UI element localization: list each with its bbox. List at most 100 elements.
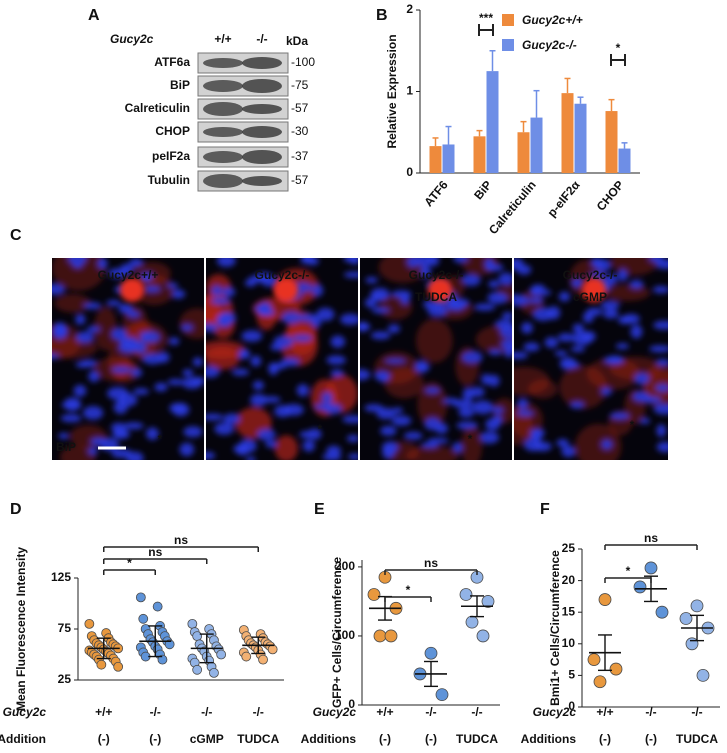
y-tick-label: 2 bbox=[406, 2, 413, 16]
nucleus bbox=[376, 407, 396, 420]
nucleus bbox=[343, 271, 358, 279]
nucleus bbox=[167, 378, 185, 386]
gene-label: Gucy2c bbox=[110, 32, 154, 46]
nucleus bbox=[547, 306, 561, 320]
nucleus bbox=[311, 284, 324, 297]
nucleus bbox=[516, 409, 535, 417]
nucleus bbox=[531, 284, 546, 293]
nucleus bbox=[126, 310, 141, 319]
legend-swatch bbox=[502, 14, 514, 26]
red-stain bbox=[94, 306, 117, 351]
data-point bbox=[209, 667, 219, 678]
data-point bbox=[696, 669, 710, 682]
red-stain bbox=[281, 324, 318, 367]
nucleus bbox=[365, 276, 378, 284]
nucleus bbox=[387, 324, 401, 334]
nucleus bbox=[630, 324, 643, 339]
genotype-label: -/- bbox=[150, 705, 161, 719]
nucleus bbox=[427, 258, 440, 267]
nucleus bbox=[504, 344, 512, 358]
red-stain bbox=[574, 423, 622, 460]
nucleus bbox=[656, 424, 667, 437]
nucleus bbox=[280, 357, 300, 367]
nucleus bbox=[241, 330, 263, 342]
nucleus bbox=[639, 417, 651, 425]
data-point bbox=[96, 659, 107, 670]
bar bbox=[473, 136, 486, 173]
red-stain bbox=[586, 357, 641, 390]
y-tick-label: 10 bbox=[562, 636, 576, 650]
red-stain bbox=[274, 278, 298, 302]
nucleus bbox=[256, 428, 276, 441]
red-stain bbox=[604, 284, 651, 302]
nucleus bbox=[649, 345, 668, 353]
nucleus bbox=[570, 277, 585, 289]
nucleus bbox=[223, 413, 241, 425]
nucleus bbox=[171, 289, 186, 299]
genotype-label: -/- bbox=[253, 705, 264, 719]
legend-label: Gucy2c+/+ bbox=[522, 13, 583, 27]
nucleus bbox=[456, 421, 479, 430]
stain-label: BiP bbox=[56, 440, 76, 454]
image-label: Gucy2c-/- bbox=[255, 268, 310, 282]
nucleus bbox=[605, 273, 618, 286]
nucleus bbox=[273, 335, 294, 348]
data-point bbox=[152, 601, 163, 612]
nucleus bbox=[316, 307, 335, 322]
nucleus bbox=[514, 300, 530, 307]
bar bbox=[486, 71, 499, 173]
red-stain bbox=[428, 278, 452, 302]
marker-label: -37 bbox=[291, 149, 309, 163]
nucleus bbox=[106, 386, 129, 400]
genotype-label: +/+ bbox=[596, 705, 613, 719]
nucleus bbox=[492, 406, 505, 415]
data-point bbox=[685, 637, 699, 651]
significance-label: * bbox=[406, 583, 411, 597]
nucleus bbox=[239, 439, 257, 453]
red-stain bbox=[417, 381, 448, 428]
nucleus bbox=[622, 313, 640, 324]
nucleus bbox=[461, 273, 481, 287]
data-point bbox=[435, 688, 449, 702]
red-stain bbox=[415, 318, 453, 363]
nucleus bbox=[314, 403, 333, 411]
nucleus bbox=[653, 402, 668, 415]
addition-label: (-) bbox=[149, 732, 161, 746]
nucleus bbox=[452, 442, 464, 454]
nucleus bbox=[629, 279, 644, 290]
blot-band bbox=[242, 150, 282, 164]
x-tick-label: BiP bbox=[471, 178, 495, 202]
nucleus bbox=[360, 369, 371, 381]
data-point bbox=[609, 662, 623, 676]
addition-label: cGMP bbox=[190, 732, 224, 746]
y-tick-label: 0 bbox=[348, 697, 355, 711]
data-point bbox=[267, 644, 278, 655]
red-stain bbox=[274, 435, 298, 460]
protein-label: ATF6a bbox=[154, 55, 190, 69]
nucleus bbox=[140, 273, 152, 283]
red-stain bbox=[460, 425, 483, 460]
nucleus bbox=[420, 442, 439, 449]
nucleus bbox=[52, 322, 67, 336]
nucleus bbox=[172, 403, 190, 417]
protein-label: CHOP bbox=[155, 124, 190, 138]
nucleus bbox=[370, 287, 390, 302]
nucleus bbox=[617, 268, 629, 282]
legend-label: Gucy2c-/- bbox=[522, 38, 577, 52]
nucleus bbox=[130, 368, 143, 378]
nucleus bbox=[118, 341, 139, 354]
nucleus bbox=[244, 279, 257, 287]
addition-label: (-) bbox=[599, 732, 611, 746]
bar bbox=[618, 148, 631, 173]
nucleus bbox=[435, 423, 449, 434]
nucleus bbox=[82, 302, 102, 310]
nucleus bbox=[75, 314, 86, 325]
nucleus bbox=[600, 300, 620, 310]
nucleus bbox=[231, 368, 250, 376]
nucleus bbox=[168, 337, 180, 346]
y-tick-label: 15 bbox=[562, 604, 576, 618]
blot-band bbox=[203, 127, 243, 137]
data-point bbox=[216, 649, 227, 660]
nucleus bbox=[52, 283, 65, 295]
